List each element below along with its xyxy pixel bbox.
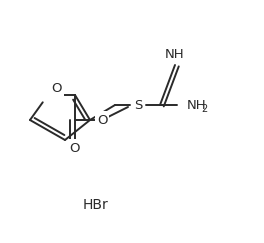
Text: NH: NH — [165, 48, 185, 61]
Text: O: O — [70, 141, 80, 155]
Text: HBr: HBr — [82, 198, 108, 212]
Text: O: O — [97, 113, 107, 127]
Text: O: O — [52, 81, 62, 95]
Text: S: S — [134, 98, 142, 112]
Text: 2: 2 — [201, 104, 207, 114]
Text: NH: NH — [187, 98, 207, 112]
